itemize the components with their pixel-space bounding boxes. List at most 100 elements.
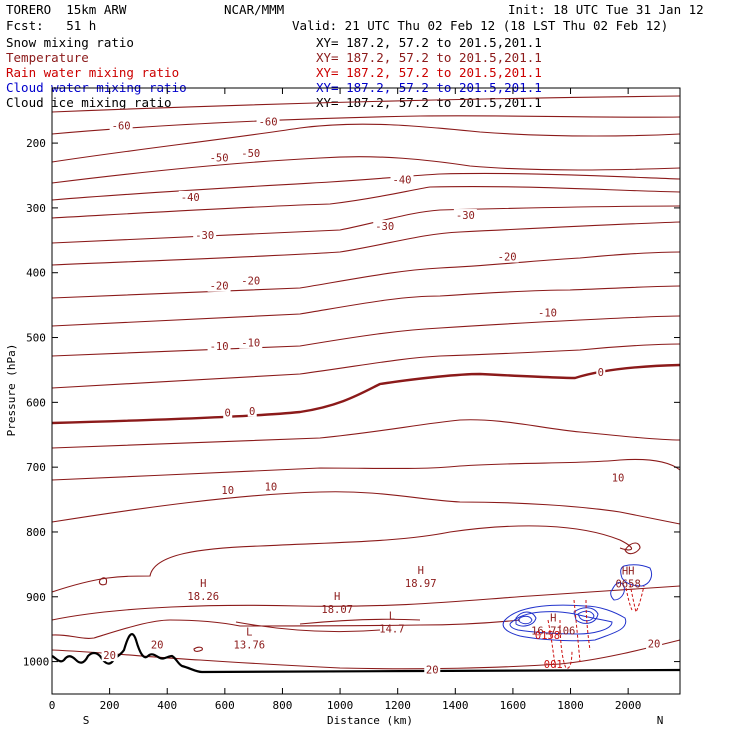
contour-label: -40 <box>181 192 200 204</box>
x-tick-label: 400 <box>157 699 177 712</box>
contour-label-bg <box>207 279 231 292</box>
init-time: Init: 18 UTC Tue 31 Jan 12 <box>508 2 704 17</box>
isotherm-line <box>51 639 681 670</box>
isotherm-line <box>299 618 421 625</box>
contour-label-bg <box>247 404 257 417</box>
axes <box>51 87 681 695</box>
rain-water-line <box>559 619 573 669</box>
contour-label-bg <box>535 306 559 319</box>
contour-label: -10 <box>538 307 557 319</box>
forecast-hour: Fcst: 51 h <box>6 18 97 33</box>
contour-labels: -60 -60-50 -50-40-40-30-30-30-20 -20-20-10-… <box>101 115 663 676</box>
contour-label: -30 <box>375 221 394 233</box>
legend-xy-rain: XY= 187.2, 57.2 to 201.5,201.1 <box>316 65 542 80</box>
contour-label-bg <box>239 336 263 349</box>
isotherm-line <box>51 285 681 327</box>
contour-label-bg <box>178 190 202 203</box>
contour-label: 10 <box>221 485 234 497</box>
cloud-water-line <box>515 611 537 627</box>
contour-label: -50 <box>241 148 260 160</box>
isotherm-line <box>624 542 641 555</box>
x-tick-label: 1400 <box>442 699 469 712</box>
legend-name-cloud-ice: Cloud ice mixing ratio <box>6 95 172 110</box>
contour-label: 10 <box>265 482 278 494</box>
x-tick-label: 600 <box>215 699 235 712</box>
contour-label: -30 <box>456 210 475 222</box>
extremum-marker: H <box>418 565 424 577</box>
y-axis-label: Pressure (hPa) <box>5 344 18 437</box>
extremum-value: 16.7106 <box>531 625 575 637</box>
extremum-marker: H <box>334 591 340 603</box>
isotherm-line <box>51 491 681 525</box>
x-ticks: 0 200 400 600 800 1000 1200 1400 1600 1800 2000 <box>49 88 641 712</box>
y-tick-label: 600 <box>26 396 46 409</box>
x-tick-label: 1600 <box>500 699 527 712</box>
contour-label-bg <box>193 229 217 242</box>
legend-xy-temperature: XY= 187.2, 57.2 to 201.5,201.1 <box>316 50 542 65</box>
contour-label: -60 <box>112 121 131 133</box>
contour-label-bg <box>149 638 166 651</box>
contour-label-bg <box>596 365 606 378</box>
x-axis-label: Distance (km) <box>327 714 413 727</box>
extremum-value: 18.07 <box>321 604 353 616</box>
contour-label: 20 <box>103 650 116 662</box>
extremum-marker: L <box>246 627 252 639</box>
org-label: NCAR/MMM <box>224 2 285 17</box>
isotherm-line <box>51 95 681 113</box>
isotherm-line <box>51 115 681 135</box>
contour-label: 0 <box>249 406 255 418</box>
x-tick-label: 1000 <box>327 699 354 712</box>
contour-label-bg <box>109 119 133 132</box>
contour-label: 20 <box>151 640 164 652</box>
x-tick-label: 200 <box>100 699 120 712</box>
extremum-value: 18.26 <box>187 591 219 603</box>
legend-name-rain: Rain water mixing ratio <box>6 65 180 80</box>
contour-label: -60 <box>259 117 278 129</box>
extremum-marker: HH <box>622 566 635 578</box>
direction-south: S <box>83 714 90 727</box>
legend-name-snow: Snow mixing ratio <box>6 35 134 50</box>
isotherm-line <box>98 577 108 586</box>
contour-label: 0 <box>225 408 231 420</box>
contour-label: -30 <box>195 230 214 242</box>
terrain-profile <box>51 633 681 674</box>
small-labels: 0158 001 <box>535 630 563 671</box>
isotherm-line <box>51 221 681 266</box>
cloud-water-line <box>620 564 653 587</box>
valid-time: Valid: 21 UTC Thu 02 Feb 12 (18 LST Thu … <box>292 18 669 33</box>
isotherm-line <box>51 525 632 593</box>
extremum-marker: H <box>200 578 206 590</box>
contour-label-bg <box>495 250 519 263</box>
contour-label-bg <box>239 146 263 159</box>
extrema-labels: H18.26 H18.07L13.76L14.7H18.97H16.7106HH0… <box>187 565 640 652</box>
y-tick-label: 400 <box>26 267 46 280</box>
legend-xy-snow: XY= 187.2, 57.2 to 201.5,201.1 <box>316 35 542 50</box>
rain-water-line <box>585 599 591 651</box>
isotherm-line <box>51 123 681 163</box>
isotherm-line <box>51 619 521 639</box>
x-tick-label: 0 <box>49 699 56 712</box>
y-tick-label: 500 <box>26 332 46 345</box>
contour-label: 20 <box>648 638 661 650</box>
isotherm-line <box>235 621 381 633</box>
contour-label-bg <box>453 209 477 222</box>
temperature-contours <box>51 95 681 670</box>
contour-label-bg <box>239 274 263 287</box>
cloud-water-line <box>502 604 627 642</box>
direction-north: N <box>657 714 664 727</box>
contour-label-bg <box>390 173 414 186</box>
rain-water-line <box>547 619 557 671</box>
cloud-water-line <box>610 582 625 601</box>
isotherm-line <box>51 458 681 481</box>
x-tick-label: 800 <box>273 699 293 712</box>
extremum-value: 18.97 <box>405 578 437 590</box>
contour-label: 10 <box>612 473 625 485</box>
rain-value-label: 001 <box>544 659 563 671</box>
contour-label-bg <box>219 483 236 496</box>
extremum-marker: L <box>389 610 395 622</box>
contour-label-bg <box>256 115 280 128</box>
isotherm-line <box>51 585 681 621</box>
y-tick-label: 300 <box>26 202 46 215</box>
